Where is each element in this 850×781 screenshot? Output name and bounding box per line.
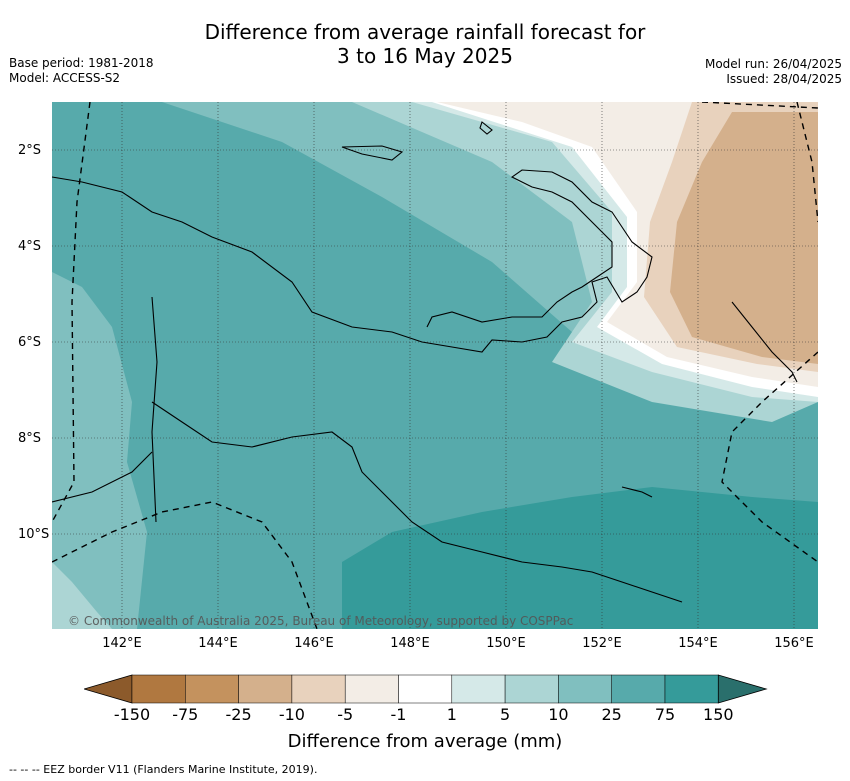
lon-label-146e: 146°E — [294, 636, 334, 651]
colorbar-arrow-low — [84, 674, 133, 704]
colorbar-segments — [84, 674, 768, 704]
model-name: Model: ACCESS-S2 — [9, 71, 121, 85]
lon-label-154e: 154°E — [678, 636, 718, 651]
base-period: Base period: 1981-2018 — [9, 56, 154, 70]
lon-label-144e: 144°E — [198, 636, 238, 651]
lat-label-4s: 4°S — [18, 239, 42, 254]
colorbar-segment — [238, 674, 293, 704]
colorbar-tick-label: 5 — [500, 705, 511, 724]
model-run: Model run: 26/04/2025 — [704, 57, 842, 71]
eez-footnote: -- -- -- EEZ border V11 (Flanders Marine… — [9, 763, 318, 776]
rainfall-map[interactable] — [52, 102, 818, 629]
lon-label-148e: 148°E — [390, 636, 430, 651]
lat-label-6s: 6°S — [18, 335, 42, 350]
colorbar-tick-label: 150 — [703, 705, 734, 724]
colorbar-segment — [451, 674, 506, 704]
colorbar-segment — [611, 674, 666, 704]
colorbar-segment — [398, 674, 453, 704]
graticule — [52, 102, 818, 629]
colorbar-segment — [344, 674, 399, 704]
lat-label-8s: 8°S — [18, 431, 42, 446]
colorbar-tick-label: -150 — [113, 705, 151, 724]
map-title: Difference from average rainfall forecas… — [0, 20, 850, 68]
colorbar-segment — [291, 674, 346, 704]
eez-border — [52, 102, 818, 629]
colorbar-tick-label: 10 — [548, 705, 569, 724]
lon-label-152e: 152°E — [582, 636, 622, 651]
colorbar-segment — [185, 674, 239, 704]
colorbar-tick-label: -75 — [172, 705, 199, 724]
lon-label-156e: 156°E — [774, 636, 814, 651]
colorbar-segment — [131, 674, 186, 704]
contour-south-75 — [342, 487, 818, 629]
colorbar-title: Difference from average (mm) — [287, 731, 563, 752]
title-line-2: 3 to 16 May 2025 — [337, 44, 513, 68]
colorbar-tick-label: 75 — [654, 705, 676, 724]
colorbar-tick-label: 1 — [446, 705, 457, 724]
colorbar — [84, 674, 768, 704]
model-info: Base period: 1981-2018 Model: ACCESS-S2 — [9, 56, 154, 86]
colorbar-tick-label: -10 — [278, 705, 305, 724]
colorbar-arrow-high — [717, 674, 768, 704]
contour-left-10 — [52, 272, 147, 629]
lon-label-142e: 142°E — [102, 636, 142, 651]
contour-north-minus10 — [670, 112, 818, 364]
issued-date: Issued: 28/04/2025 — [726, 72, 842, 86]
contour-left-5 — [52, 562, 112, 629]
lon-label-150e: 150°E — [486, 636, 526, 651]
colorbar-tick-label: -1 — [390, 705, 407, 724]
colorbar-segment — [558, 674, 612, 704]
coastline — [52, 121, 798, 603]
lat-label-10s: 10°S — [18, 527, 50, 542]
copyright-text: © Commonwealth of Australia 2025, Bureau… — [68, 614, 574, 628]
colorbar-tick-label: -25 — [225, 705, 252, 724]
run-info: Model run: 26/04/2025 Issued: 28/04/2025 — [705, 57, 842, 87]
colorbar-tick-label: -5 — [337, 705, 354, 724]
colorbar-segment — [504, 674, 559, 704]
lat-label-2s: 2°S — [18, 143, 42, 158]
colorbar-tick-label: 25 — [601, 705, 622, 724]
title-line-1: Difference from average rainfall forecas… — [204, 20, 646, 44]
colorbar-segment — [664, 674, 719, 704]
